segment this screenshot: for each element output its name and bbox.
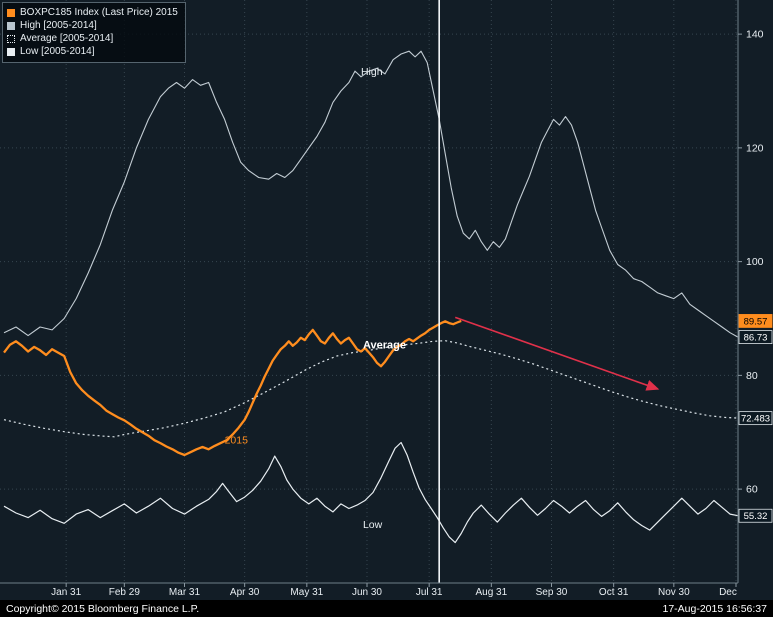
- axis-badge-label: 72.483: [741, 414, 770, 425]
- x-axis-label: Mar 31: [169, 587, 201, 598]
- axis-badge-55.32: [738, 508, 773, 523]
- annotation-low: Low: [363, 519, 383, 531]
- x-axis-label: Sep 30: [536, 587, 568, 598]
- series-line-2015: [3, 319, 462, 457]
- x-axis-label: Oct 31: [599, 587, 629, 598]
- x-axis-label: Jul 31: [416, 587, 443, 598]
- axis-badge-label: 86.73: [744, 333, 768, 344]
- copyright-text: Copyright© 2015 Bloomberg Finance L.P.: [6, 602, 200, 615]
- legend-label-low: Low [2005-2014]: [20, 46, 95, 57]
- timestamp-text: 17-Aug-2015 16:56:37: [662, 602, 767, 615]
- y-axis-label: 100: [746, 256, 764, 268]
- series-swatch-average-icon: [7, 34, 15, 43]
- axis-badge-label: 89.57: [744, 316, 768, 327]
- x-axis-label: Dec: [719, 587, 737, 598]
- series-line-high: [3, 50, 739, 338]
- legend-item-low[interactable]: Low [2005-2014]: [7, 45, 178, 58]
- series-line-low: [3, 441, 739, 544]
- series-swatch-2015-icon: [7, 8, 15, 17]
- legend-label-high: High [2005-2014]: [20, 20, 97, 31]
- trend-arrow: [454, 316, 660, 391]
- annotation-2015: 2015: [225, 435, 249, 447]
- legend-item-high[interactable]: High [2005-2014]: [7, 19, 178, 32]
- annotation-high: High: [361, 66, 383, 78]
- x-axis-label: Aug 31: [475, 587, 507, 598]
- legend-label-2015: BOXPC185 Index (Last Price) 2015: [20, 7, 178, 18]
- axis-badge-72.483: [738, 411, 773, 426]
- series-swatch-low-icon: [7, 47, 15, 56]
- x-axis-label: Nov 30: [658, 587, 690, 598]
- series-swatch-high-icon: [7, 21, 15, 30]
- legend-item-average[interactable]: Average [2005-2014]: [7, 32, 178, 45]
- chart-legend: BOXPC185 Index (Last Price) 2015 High [2…: [2, 2, 186, 63]
- y-axis-label: 80: [746, 370, 758, 382]
- legend-item-2015[interactable]: BOXPC185 Index (Last Price) 2015: [7, 6, 178, 19]
- axis-badge-label: 55.32: [744, 511, 768, 522]
- axis-badge-86.73: [738, 330, 773, 344]
- y-axis-label: 140: [746, 29, 764, 41]
- y-axis-label: 60: [746, 484, 758, 496]
- x-axis-label: Jun 30: [352, 587, 382, 598]
- x-axis-label: Apr 30: [230, 587, 260, 598]
- x-axis-label: Jan 31: [51, 587, 81, 598]
- annotation-average: Average: [363, 340, 406, 352]
- x-axis-label: May 31: [290, 587, 323, 598]
- x-axis-label: Feb 29: [109, 587, 141, 598]
- footer-bar: Copyright© 2015 Bloomberg Finance L.P. 1…: [0, 600, 773, 617]
- y-axis-label: 120: [746, 142, 764, 154]
- axis-badge-89.57: [738, 314, 773, 328]
- legend-label-average: Average [2005-2014]: [20, 33, 114, 44]
- chart-svg[interactable]: High Average 2015 Low Jan 31 Feb 29 Mar 31 Apr …: [0, 0, 773, 600]
